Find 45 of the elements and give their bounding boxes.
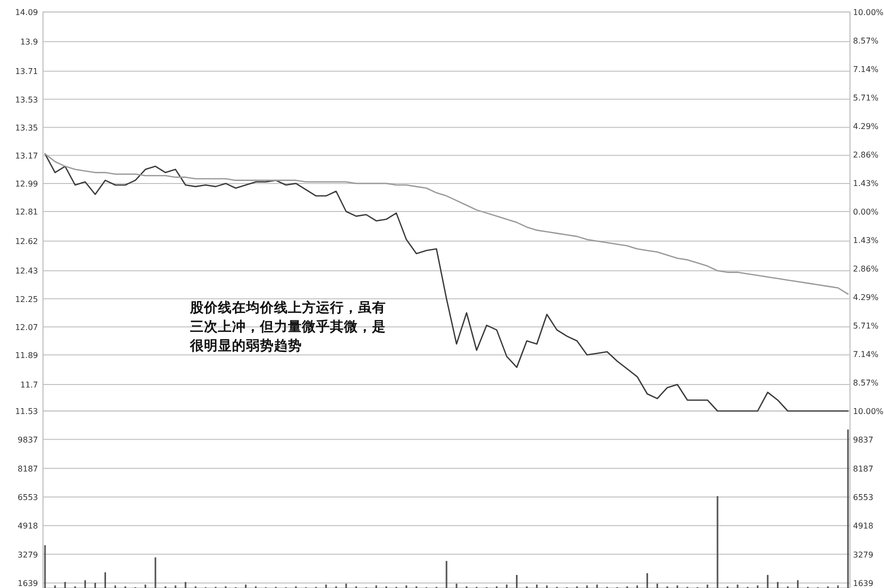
y2-tick-label: 9837: [853, 435, 874, 444]
y2-tick-label: 5.71%: [853, 321, 879, 330]
y2-tick-label: 10.00%: [853, 8, 884, 17]
y-tick-label: 13.53: [15, 95, 38, 104]
y-tick-label: 12.99: [15, 179, 38, 188]
y-tick-label: 13.71: [15, 67, 38, 76]
y2-tick-label: 1.43%: [853, 178, 879, 188]
y-tick-label: 13.9: [20, 38, 38, 47]
y2-tick-label: 4918: [853, 522, 874, 531]
y-tick-label: 8187: [18, 464, 38, 474]
y2-tick-label: 4.29%: [853, 122, 879, 131]
y-tick-label: 3279: [18, 550, 38, 560]
y2-tick-label: 7.14%: [853, 65, 879, 74]
y2-tick-label: 6553: [853, 492, 874, 502]
y-tick-label: 13.17: [15, 151, 38, 160]
y-tick-label: 4918: [18, 522, 38, 531]
y-tick-label: 12.07: [15, 322, 38, 332]
y-tick-label: 9837: [18, 435, 38, 444]
y-tick-label: 1639: [18, 579, 38, 588]
y-tick-label: 6553: [18, 492, 38, 502]
y2-tick-label: 5.71%: [853, 94, 879, 103]
y2-tick-label: 7.14%: [853, 350, 879, 359]
y2-tick-label: 2.86%: [853, 150, 879, 160]
y-tick-label: 11.7: [20, 380, 38, 390]
y2-tick-label: 8187: [853, 464, 874, 474]
y2-tick-label: 3279: [853, 550, 874, 560]
y2-tick-label: 2.86%: [853, 264, 879, 274]
y2-tick-label: 8.57%: [853, 378, 879, 388]
y-tick-label: 12.25: [15, 294, 38, 304]
y-tick-label: 12.43: [15, 266, 38, 276]
y-tick-label: 12.62: [15, 237, 38, 246]
y2-tick-label: 0.00%: [853, 208, 879, 216]
annotation: 股价线在均价线上方运行，虽有三次上冲，但力量微乎其微，是很明显的弱势趋势: [189, 299, 386, 354]
line-series: [44, 153, 849, 295]
y-tick-label: 13.35: [15, 123, 38, 132]
y2-tick-label: 10.00%: [853, 407, 884, 416]
y-tick-label: 14.09: [15, 8, 38, 17]
y-tick-label: 11.89: [15, 350, 38, 360]
y-tick-label: 11.53: [15, 407, 38, 416]
y2-tick-label: 1.43%: [853, 236, 879, 246]
y2-tick-label: 1639: [853, 579, 874, 588]
line-series: [44, 153, 849, 412]
y2-tick-label: 8.57%: [853, 36, 879, 46]
y-tick-label: 12.81: [15, 208, 38, 216]
y2-tick-label: 4.29%: [853, 293, 879, 302]
